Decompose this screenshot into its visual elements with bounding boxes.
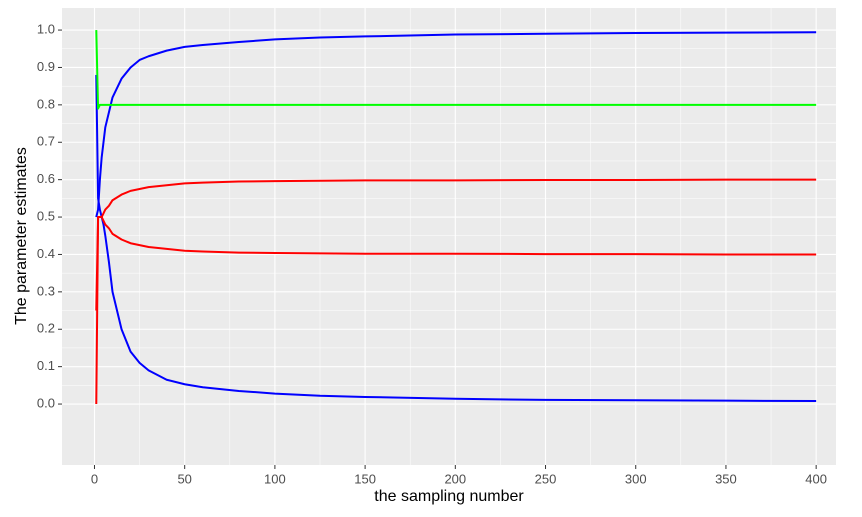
x-tick-label: 200 [444,471,466,486]
y-tick-label: 1.0 [37,22,55,37]
y-tick-label: 0.3 [37,283,55,298]
y-tick-label: 0.4 [37,246,55,261]
data-line [95,74,817,403]
panel [62,8,836,465]
data-line [95,31,817,218]
y-tick-label: 0.1 [37,358,55,373]
x-axis-title: the sampling number [374,488,524,505]
data-line [95,30,817,110]
x-tick-label: 350 [715,471,737,486]
y-tick-label: 0.8 [37,96,55,111]
y-tick-label: 0.9 [37,59,55,74]
lines [95,30,817,405]
y-tick-label: 0.7 [37,134,55,149]
y-axis-title: The parameter estimates [13,147,30,325]
y-tick-label: 0.5 [37,208,55,223]
y-tick-label: 0.2 [37,321,55,336]
y-tick-label: 0.0 [37,395,55,410]
x-tick-label: 400 [805,471,827,486]
y-tick-label: 0.6 [37,171,55,186]
x-tick-label: 100 [264,471,286,486]
x-tick-label: 300 [625,471,647,486]
data-line [95,178,817,405]
x-tick-label: 50 [177,471,191,486]
x-tick-label: 250 [535,471,557,486]
x-tick-label: 0 [91,471,98,486]
data-line [95,216,817,311]
x-tick-label: 150 [354,471,376,486]
